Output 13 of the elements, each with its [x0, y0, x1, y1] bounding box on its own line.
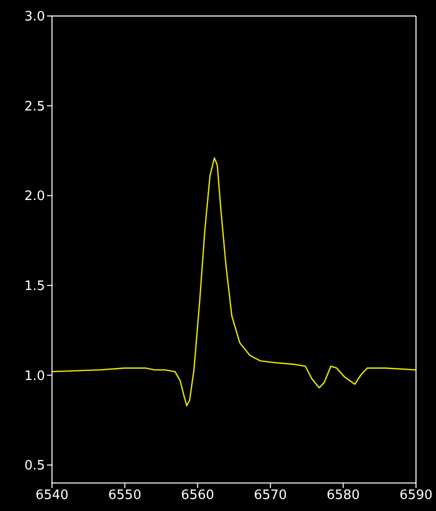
- x-tick-label: 6580: [326, 488, 360, 504]
- y-tick-label: 2.5: [24, 99, 45, 114]
- y-tick-label: 2.0: [24, 189, 45, 204]
- y-tick-label: 1.0: [24, 368, 45, 384]
- y-tick-label: 0.5: [24, 458, 45, 474]
- line-series: [52, 157, 416, 406]
- x-tick-label: 6570: [254, 488, 287, 504]
- y-tick-label: 1.5: [24, 279, 45, 294]
- x-tick-label: 6540: [35, 488, 69, 504]
- x-tick-label: 6550: [108, 488, 142, 504]
- x-tick-label: 6560: [181, 488, 214, 504]
- y-tick-label: 3.0: [24, 10, 45, 25]
- x-tick-label: 6590: [399, 488, 433, 504]
